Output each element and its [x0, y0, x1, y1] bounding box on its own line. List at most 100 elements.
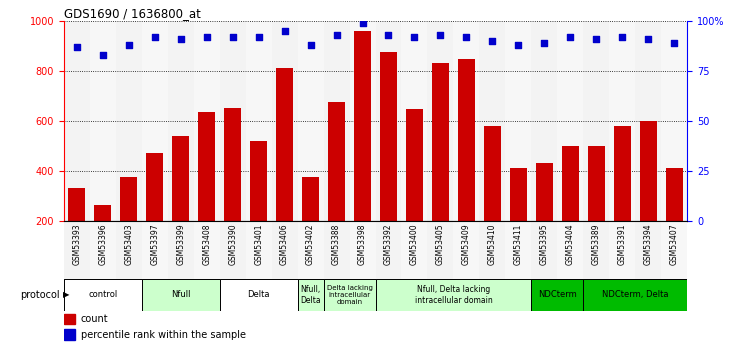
Bar	[246, 221, 272, 279]
Point	[149, 34, 161, 39]
Text: GDS1690 / 1636800_at: GDS1690 / 1636800_at	[64, 7, 201, 20]
Bar	[454, 221, 479, 279]
Bar	[272, 21, 297, 221]
Bar	[142, 279, 220, 311]
Bar	[505, 21, 532, 221]
Bar	[246, 21, 272, 221]
Point	[122, 42, 134, 48]
Point	[382, 32, 394, 38]
Point	[538, 40, 550, 46]
Bar	[380, 52, 397, 271]
Bar	[64, 314, 75, 324]
Bar	[64, 21, 90, 221]
Bar	[220, 279, 297, 311]
Bar	[354, 31, 371, 271]
Text: GSM53392: GSM53392	[384, 224, 393, 265]
Bar	[614, 126, 631, 271]
Text: GSM53399: GSM53399	[176, 224, 185, 265]
Text: ▶: ▶	[63, 290, 70, 299]
Bar	[225, 108, 241, 271]
Bar	[427, 221, 454, 279]
Text: GSM53391: GSM53391	[618, 224, 627, 265]
Text: GSM53408: GSM53408	[202, 224, 211, 265]
Text: GSM53393: GSM53393	[72, 224, 81, 265]
Point	[305, 42, 317, 48]
Point	[564, 34, 576, 39]
Bar	[64, 221, 90, 279]
Bar	[272, 221, 297, 279]
Bar	[220, 221, 246, 279]
Point	[227, 34, 239, 39]
Text: GSM53400: GSM53400	[410, 224, 419, 265]
Point	[71, 44, 83, 49]
Bar	[297, 21, 324, 221]
Bar	[167, 21, 194, 221]
Text: GSM53405: GSM53405	[436, 224, 445, 265]
Bar	[432, 63, 449, 271]
Bar	[349, 221, 376, 279]
Bar	[120, 177, 137, 271]
Bar	[588, 146, 605, 271]
Bar	[328, 102, 345, 271]
Bar	[376, 279, 532, 311]
Bar	[427, 21, 454, 221]
Bar	[484, 126, 501, 271]
Point	[617, 34, 629, 39]
Bar	[90, 221, 116, 279]
Bar	[297, 221, 324, 279]
Bar	[297, 279, 324, 311]
Text: percentile rank within the sample: percentile rank within the sample	[81, 329, 246, 339]
Bar	[220, 21, 246, 221]
Text: protocol: protocol	[20, 290, 60, 300]
Point	[252, 34, 264, 39]
Bar	[116, 221, 142, 279]
Bar	[194, 21, 220, 221]
Text: GSM53401: GSM53401	[254, 224, 263, 265]
Text: Nfull, Delta lacking
intracellular domain: Nfull, Delta lacking intracellular domai…	[415, 285, 493, 305]
Point	[460, 34, 472, 39]
Bar	[64, 329, 75, 340]
Point	[409, 34, 421, 39]
Bar	[68, 188, 86, 271]
Point	[175, 36, 187, 41]
Point	[330, 32, 342, 38]
Bar	[635, 21, 661, 221]
Text: GSM53394: GSM53394	[644, 224, 653, 265]
Bar	[172, 136, 189, 271]
Text: GSM53389: GSM53389	[592, 224, 601, 265]
Bar	[532, 221, 557, 279]
Text: GSM53402: GSM53402	[306, 224, 315, 265]
Bar	[250, 141, 267, 271]
Bar	[302, 177, 319, 271]
Point	[642, 36, 654, 41]
Text: GSM53406: GSM53406	[280, 224, 289, 265]
Text: count: count	[81, 314, 109, 324]
Text: NDCterm: NDCterm	[538, 290, 577, 299]
Bar	[194, 221, 220, 279]
Bar	[510, 168, 526, 271]
Text: GSM53398: GSM53398	[358, 224, 367, 265]
Bar	[276, 68, 293, 271]
Bar	[167, 221, 194, 279]
Point	[590, 36, 602, 41]
Text: GSM53395: GSM53395	[540, 224, 549, 265]
Point	[434, 32, 446, 38]
Text: GSM53390: GSM53390	[228, 224, 237, 265]
Text: GSM53407: GSM53407	[670, 224, 679, 265]
Text: GSM53403: GSM53403	[124, 224, 133, 265]
Bar	[536, 163, 553, 271]
Bar	[665, 168, 683, 271]
Bar	[557, 21, 584, 221]
Text: GSM53410: GSM53410	[488, 224, 497, 265]
Bar	[402, 21, 427, 221]
Bar	[479, 221, 505, 279]
Text: GSM53409: GSM53409	[462, 224, 471, 265]
Bar	[635, 221, 661, 279]
Point	[279, 28, 291, 33]
Bar	[146, 153, 163, 271]
Bar	[584, 21, 609, 221]
Point	[487, 38, 499, 43]
Text: control: control	[88, 290, 117, 299]
Text: Delta: Delta	[247, 290, 270, 299]
Point	[201, 34, 213, 39]
